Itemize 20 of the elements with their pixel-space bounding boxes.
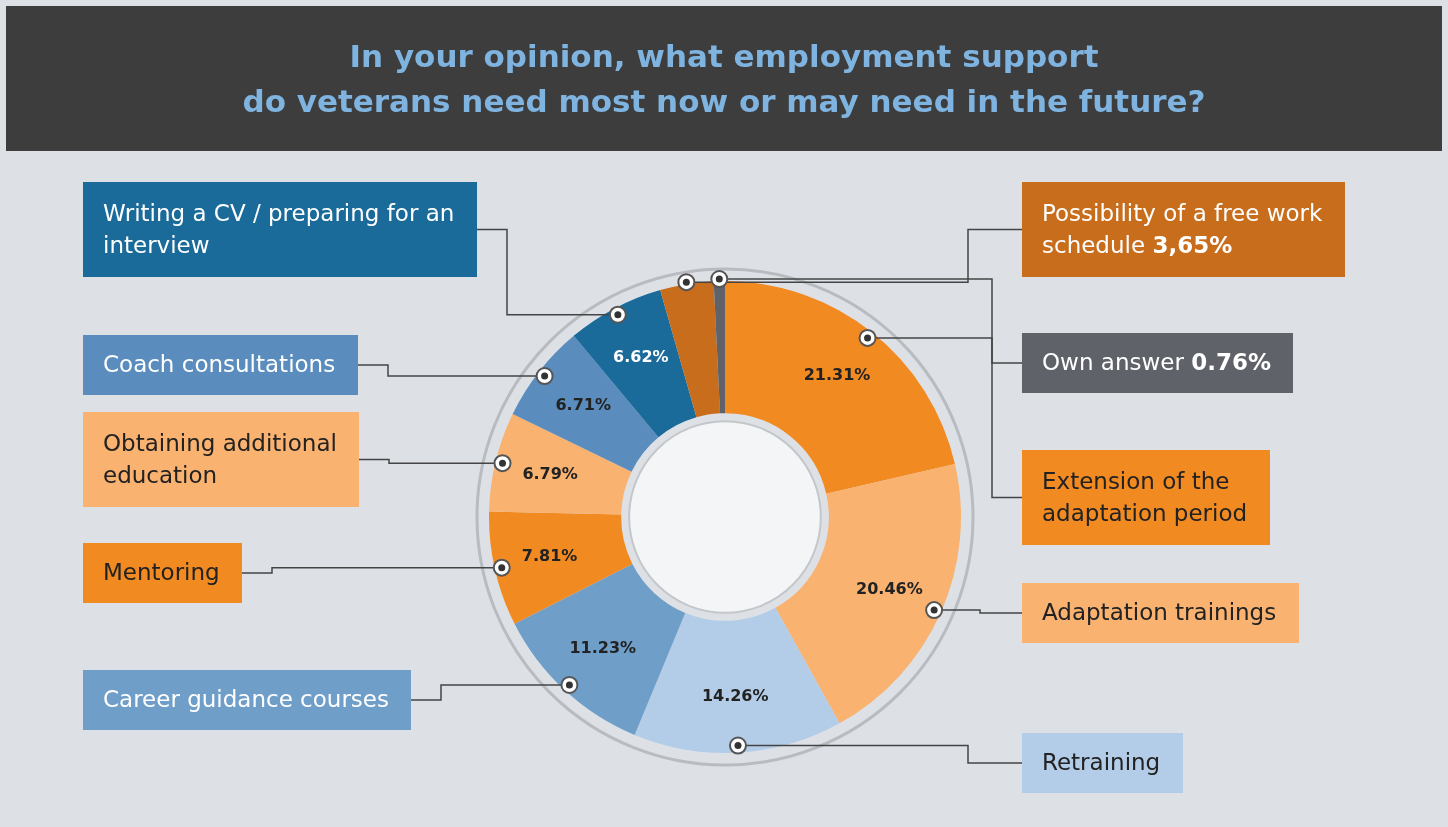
chart-title: In your opinion, what employment support do veterans need most now or may need in the future? [242,36,1206,121]
data-label: 21.31% [803,365,871,385]
data-label: 11.23% [569,638,637,658]
data-label: 6.79% [522,463,578,483]
slice-label: Extension of the adaptation period [1042,467,1249,528]
data-label: 6.71% [555,395,611,415]
data-label: 20.46% [856,579,923,599]
slice-label: Mentoring [103,558,220,588]
slice-label: Adaptation trainings [1042,598,1277,628]
data-label: 3,65% [1152,231,1233,258]
data-label: 6.62% [613,347,669,367]
slice-label: Own answer [1042,349,1184,376]
slice-label: Career guidance courses [103,685,389,715]
slice-label: Writing a CV / preparing for an interview [103,199,456,260]
slice-label: Retraining [1042,748,1161,778]
slice-label: Coach consultations [103,350,336,380]
data-label: 14.26% [701,685,769,705]
data-label: 0.76% [1191,349,1271,376]
slice-label: Obtaining additional education [103,429,338,490]
data-label: 7.81% [521,545,578,565]
